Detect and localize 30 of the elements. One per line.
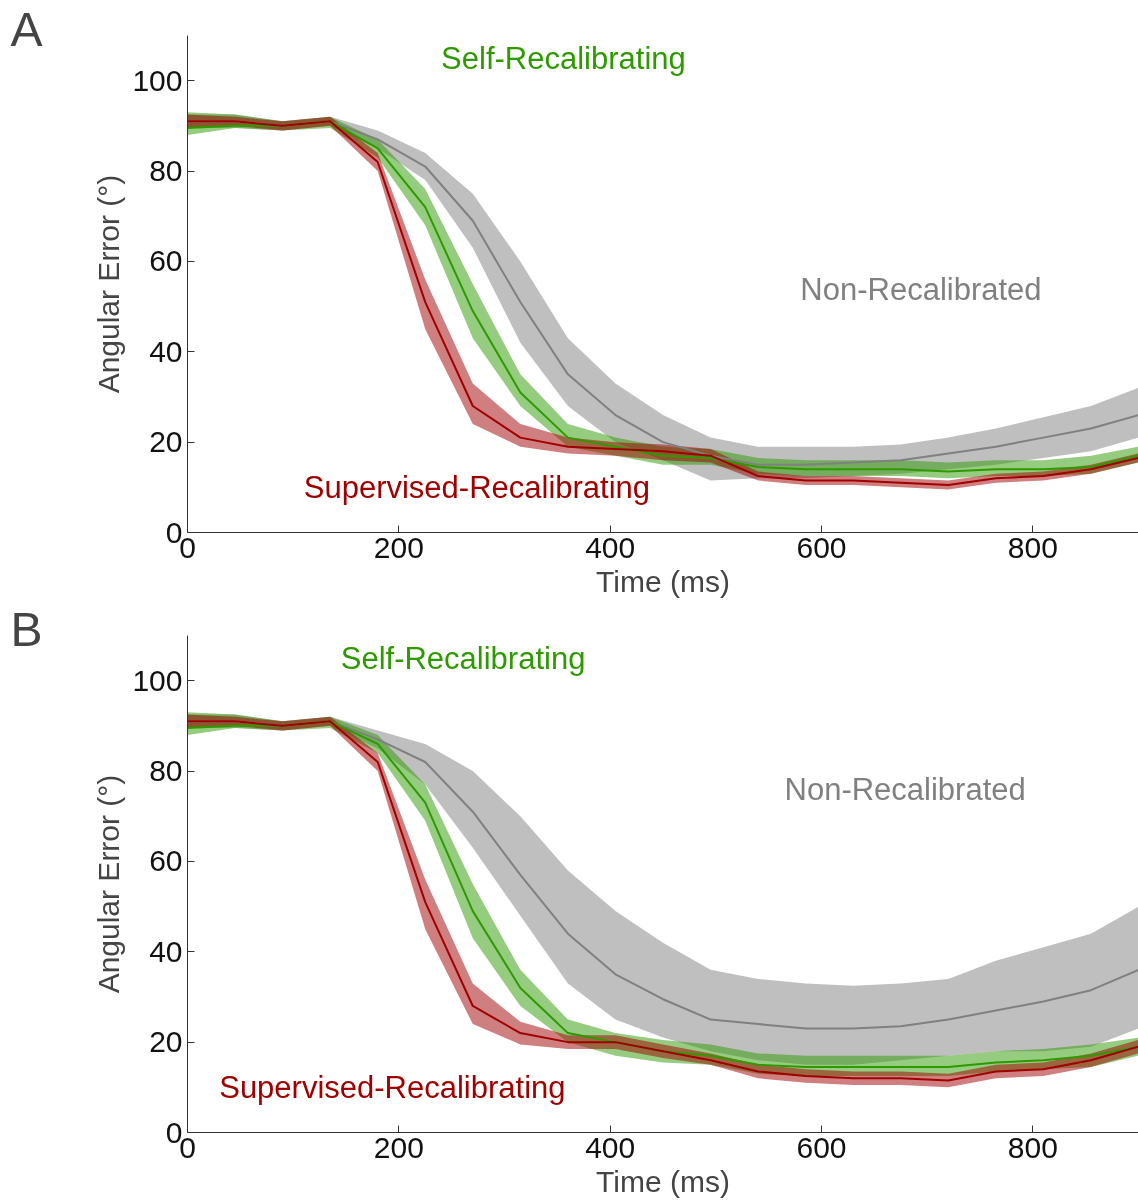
y-tick-label: 100: [132, 63, 183, 97]
y-tick-label: 40: [149, 934, 183, 968]
y-axis-title: Angular Error (°): [92, 774, 126, 994]
chart-title: B: [10, 602, 43, 656]
x-tick-label: 400: [585, 1130, 636, 1164]
y-tick-label: 40: [149, 334, 183, 368]
y-tick-label: 80: [149, 154, 183, 188]
text: Non-Recalibrated: [800, 271, 1042, 307]
x-tick-label: 600: [796, 1130, 847, 1164]
y-tick-label: 20: [149, 1025, 183, 1059]
series-label: Supervised-Recalibrating: [303, 470, 651, 506]
y-tick-label: 100: [132, 663, 183, 697]
y-tick-label: 80: [149, 754, 183, 788]
x-tick-label: 200: [373, 1130, 424, 1164]
x-axis-title: Time (ms): [596, 1164, 730, 1198]
text: Self-Recalibrating: [441, 41, 686, 77]
text: Non-Recalibrated: [784, 772, 1026, 808]
x-axis-title: Time (ms): [596, 564, 730, 598]
y-tick-label: 60: [149, 244, 183, 278]
x-tick-label: 200: [373, 530, 424, 564]
x-tick-label: 600: [796, 530, 847, 564]
x-tick-label: 800: [1007, 530, 1058, 564]
x-tick-label: 400: [585, 530, 636, 564]
chart-title: A: [10, 2, 43, 56]
x-tick-label: 800: [1007, 1130, 1058, 1164]
series-label: Self-Recalibrating: [340, 641, 586, 677]
y-tick-label: 60: [149, 844, 183, 878]
y-tick-label: 20: [149, 425, 183, 459]
series-label: Supervised-Recalibrating: [219, 1070, 566, 1106]
y-axis-title: Angular Error (°): [92, 174, 126, 394]
